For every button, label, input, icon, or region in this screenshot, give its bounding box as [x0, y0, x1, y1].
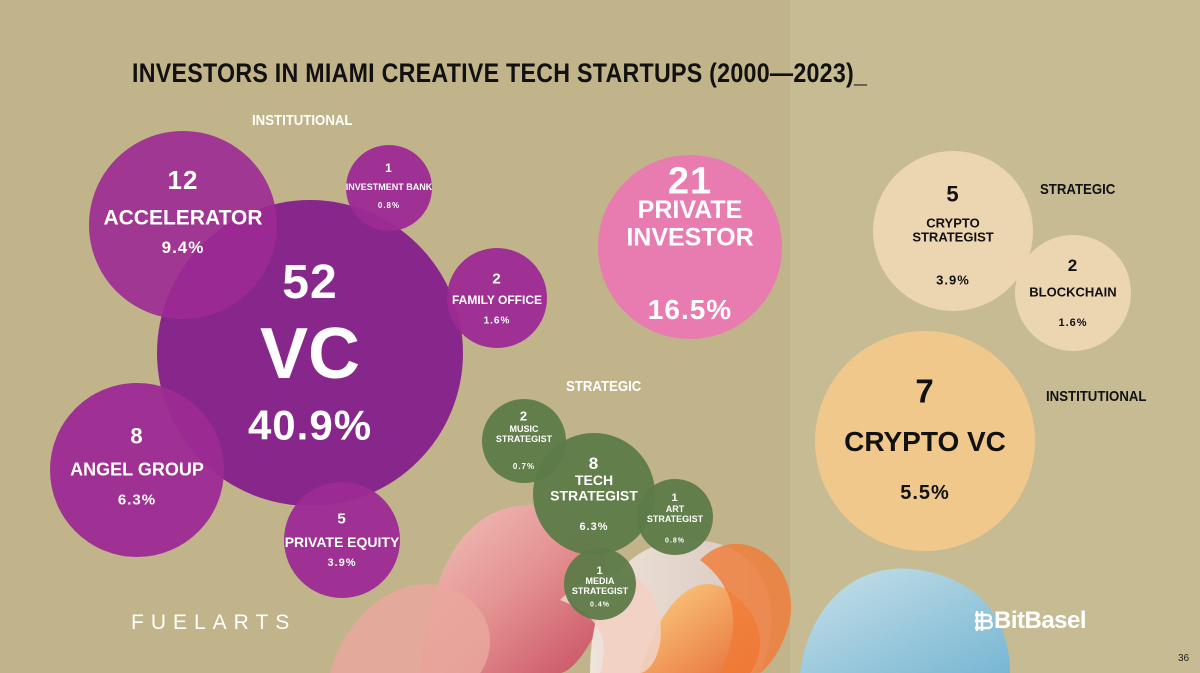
bubble-count-accelerator: 12	[168, 165, 199, 195]
group-label-institutional-right: INSTITUTIONAL	[1046, 388, 1147, 405]
bubble-label-angel-group: ANGEL GROUP	[70, 459, 204, 479]
bubble-label-accelerator: ACCELERATOR	[103, 206, 262, 229]
bubble-label-music-strategist-line-1: MUSIC	[510, 424, 540, 434]
bubble-share-art-strategist: 0.8%	[665, 537, 685, 544]
bubble-label-music-strategist-line-2: STRATEGIST	[496, 434, 553, 444]
bubble-share-investment-bank: 0.8%	[378, 201, 400, 210]
group-label-strategic-right: STRATEGIC	[1040, 181, 1116, 198]
bitbasel-logo-icon	[975, 611, 993, 631]
bubble-label-private-equity: PRIVATE EQUITY	[285, 534, 400, 550]
bubble-circle-blockchain	[1015, 235, 1131, 351]
bubble-share-private-investor: 16.5%	[648, 294, 732, 325]
bubble-count-media-strategist: 1	[596, 565, 603, 577]
bubble-count-art-strategist: 1	[671, 492, 678, 504]
fuelarts-logo: FUELARTS	[131, 611, 297, 634]
bubble-label-family-office: FAMILY OFFICE	[452, 293, 542, 307]
bubble-circle-tech-strategist	[533, 433, 655, 555]
bubble-count-angel-group: 8	[130, 424, 143, 449]
right-panel-background	[790, 0, 1200, 673]
bubble-count-investment-bank: 1	[385, 161, 393, 175]
bubble-angel-group: 8 ANGEL GROUP 6.3%	[50, 383, 224, 557]
page-number: 36	[1178, 653, 1190, 664]
bubble-count-crypto-strategist: 5	[946, 182, 959, 207]
bubble-share-private-equity: 3.9%	[327, 557, 356, 569]
bubble-share-vc: 40.9%	[248, 402, 372, 449]
bubble-label-tech-strategist-line-1: TECH	[575, 472, 613, 488]
bubble-label-crypto-strategist-line-2: STRATEGIST	[912, 230, 993, 245]
bubble-circle-investment-bank	[346, 145, 432, 231]
bubble-circle-media-strategist	[564, 548, 636, 620]
bubble-count-vc: 52	[282, 256, 337, 309]
bubble-count-music-strategist: 2	[520, 409, 528, 424]
bubble-share-angel-group: 6.3%	[118, 491, 156, 508]
bubble-label-media-strategist-line-2: STRATEGIST	[572, 586, 629, 596]
bubble-circle-private-investor	[598, 155, 782, 339]
bubble-blockchain: 2 BLOCKCHAIN 1.6%	[1015, 235, 1131, 351]
bubble-circle-angel-group	[50, 383, 224, 557]
bubble-count-private-equity: 5	[337, 510, 346, 527]
bubble-circle-crypto-strategist	[873, 151, 1033, 311]
bubble-label-investment-bank: INVESTMENT BANK	[346, 182, 433, 192]
bubble-circle-accelerator	[89, 131, 277, 319]
bubble-share-tech-strategist: 6.3%	[579, 521, 608, 533]
bubble-investment-bank: 1 INVESTMENT BANK 0.8%	[346, 145, 433, 231]
bubble-share-family-office: 1.6%	[484, 316, 511, 327]
bubble-label-art-strategist-line-1: ART	[666, 504, 685, 514]
bubble-circle-family-office	[447, 248, 547, 348]
bubble-share-crypto-vc: 5.5%	[900, 482, 950, 504]
bubble-count-private-investor: 21	[668, 160, 712, 202]
bubble-label-private-investor-line-1: PRIVATE	[638, 196, 743, 224]
bubble-count-blockchain: 2	[1068, 256, 1078, 275]
bubble-label-crypto-strategist-line-1: CRYPTO	[926, 215, 979, 230]
bubble-label-private-investor-line-2: INVESTOR	[626, 224, 753, 252]
bubble-count-tech-strategist: 8	[589, 454, 599, 473]
group-label-institutional-left: INSTITUTIONAL	[252, 112, 353, 129]
chart-title: INVESTORS IN MIAMI CREATIVE TECH STARTUP…	[132, 58, 868, 88]
bubble-accelerator: 12 ACCELERATOR 9.4%	[89, 131, 277, 319]
bitbasel-logo: BitBasel	[994, 607, 1087, 634]
bubble-share-accelerator: 9.4%	[162, 238, 205, 257]
bubble-share-music-strategist: 0.7%	[513, 462, 535, 471]
bubble-label-tech-strategist-line-2: STRATEGIST	[550, 488, 638, 504]
bubble-circle-private-equity	[284, 482, 400, 598]
bubble-label-art-strategist-line-2: STRATEGIST	[647, 514, 704, 524]
bubble-label-crypto-vc: CRYPTO VC	[844, 426, 1006, 457]
bubble-count-family-office: 2	[492, 270, 501, 287]
bubble-count-crypto-vc: 7	[915, 373, 934, 410]
bubble-label-vc: VC	[260, 314, 360, 394]
bubble-label-blockchain: BLOCKCHAIN	[1029, 285, 1116, 300]
bubble-share-media-strategist: 0.4%	[590, 601, 610, 608]
bubble-label-media-strategist-line-1: MEDIA	[586, 576, 616, 586]
bubble-circle-crypto-vc	[815, 331, 1035, 551]
bubble-share-crypto-strategist: 3.9%	[936, 273, 970, 288]
bubble-family-office: 2 FAMILY OFFICE 1.6%	[447, 248, 547, 348]
bubble-private-equity: 5 PRIVATE EQUITY 3.9%	[284, 482, 400, 598]
bubble-circle-art-strategist	[637, 479, 713, 555]
group-label-strategic-center: STRATEGIC	[566, 378, 642, 395]
bubble-share-blockchain: 1.6%	[1058, 317, 1087, 329]
bubble-crypto-vc: 7 CRYPTO VC 5.5%	[815, 331, 1035, 551]
